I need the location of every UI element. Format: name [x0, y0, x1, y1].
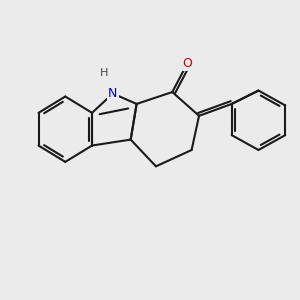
Text: H: H [100, 68, 108, 78]
Text: N: N [108, 87, 118, 100]
Text: O: O [182, 57, 192, 70]
